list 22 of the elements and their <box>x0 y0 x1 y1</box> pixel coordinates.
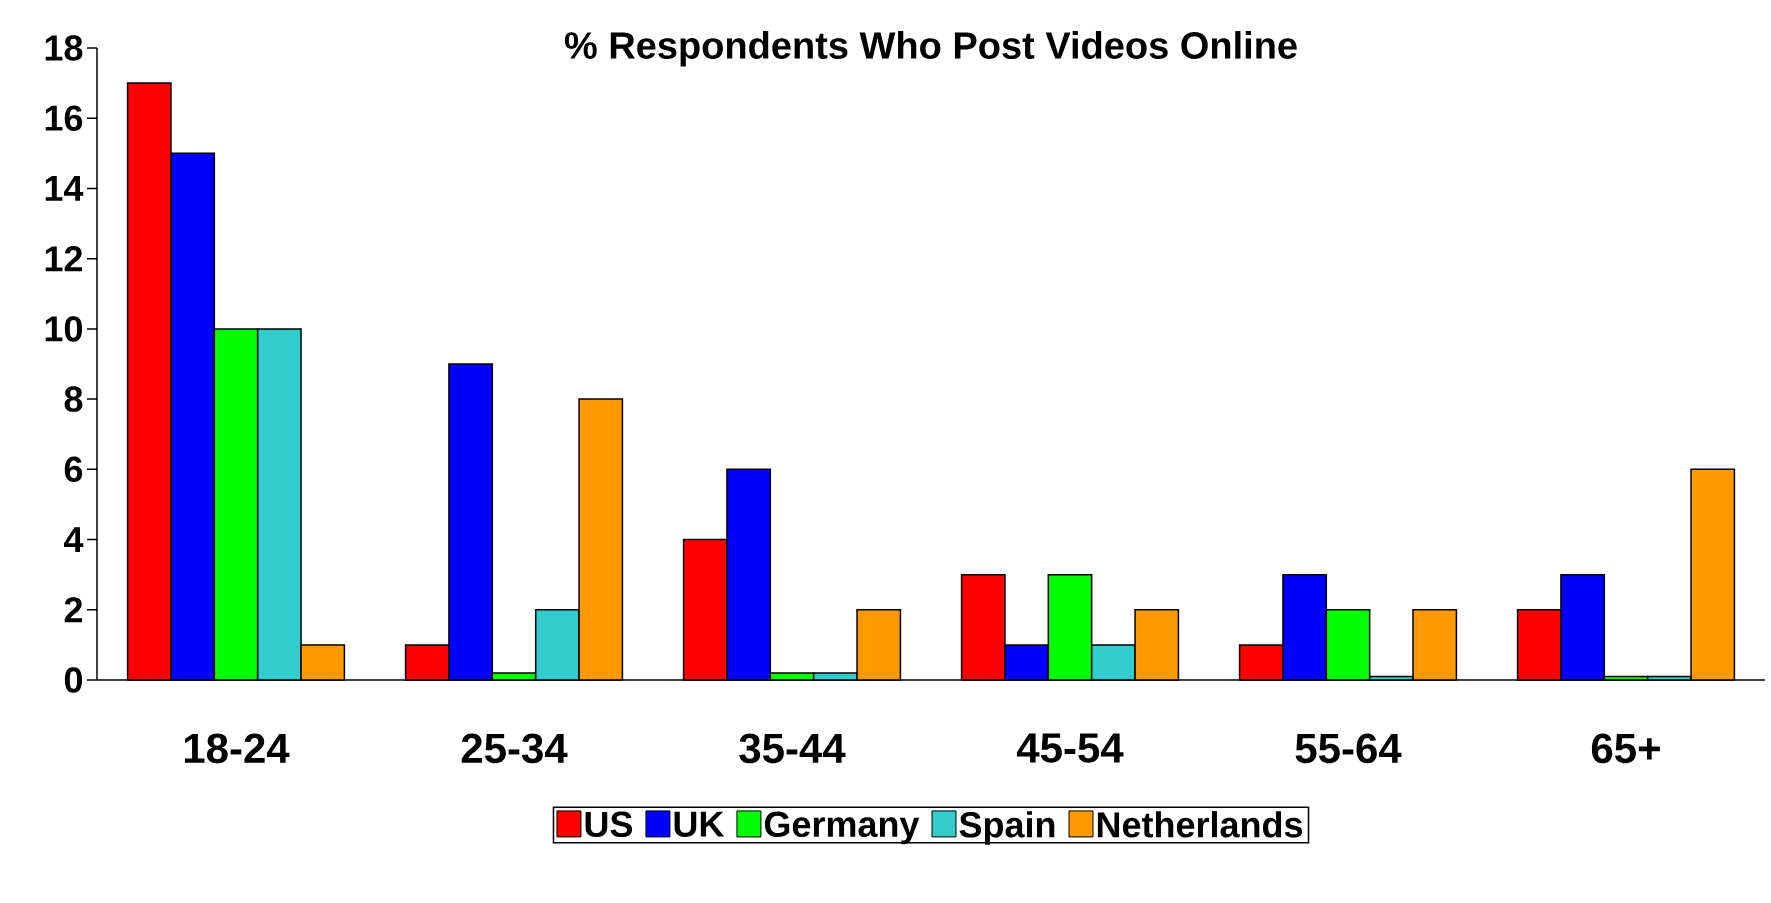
legend-label: US <box>585 811 633 838</box>
y-tick-label: 0 <box>64 667 82 693</box>
x-tick-label: 65+ <box>1591 733 1660 764</box>
y-tick-label: 10 <box>45 316 82 342</box>
x-tick-label: 35-44 <box>739 733 846 764</box>
x-tick-label: 25-34 <box>461 733 568 764</box>
legend-label: Netherlands <box>1097 811 1303 838</box>
x-tick-label: 18-24 <box>184 733 290 764</box>
legend-label: Germany <box>764 811 920 845</box>
y-tick-label: 6 <box>64 456 83 483</box>
x-tick-label: 45-54 <box>1016 733 1124 763</box>
y-tick-label: 14 <box>45 176 84 201</box>
y-tick-label: 18 <box>45 35 83 61</box>
legend-label: Spain <box>959 811 1055 845</box>
y-tick-label: 4 <box>64 527 84 552</box>
y-tick-label: 2 <box>64 597 83 623</box>
y-tick-label: 16 <box>45 105 83 131</box>
legend-label: UK <box>674 811 725 837</box>
chart-title: % Respondents Who Post Videos Online <box>564 31 1297 67</box>
x-tick-label: 55-64 <box>1295 733 1402 764</box>
y-tick-label: 8 <box>64 386 83 412</box>
y-tick-label: 12 <box>45 246 83 272</box>
